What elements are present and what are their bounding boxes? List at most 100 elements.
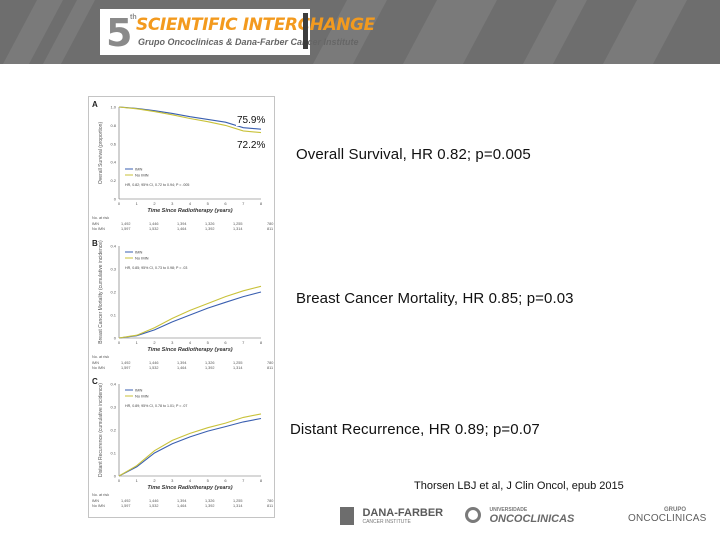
risk-value: 1,446 <box>149 499 159 503</box>
x-axis-title: Time Since Radiotherapy (years) <box>147 208 232 214</box>
series-line-imn <box>118 417 262 477</box>
risk-row-label: No IMN <box>92 504 105 508</box>
hr-text: HR, 0.82; 95% CI, 0.72 to 0.94; P = .005 <box>125 183 189 187</box>
y-tick-label: 1.0 <box>110 105 116 110</box>
x-tick-label: 2 <box>153 340 156 345</box>
risk-value: 1,255 <box>233 361 243 365</box>
risk-value: 1,314 <box>233 504 243 508</box>
x-tick-label: 3 <box>171 201 174 206</box>
x-tick-label: 1 <box>136 478 139 483</box>
risk-value: 1,492 <box>121 499 131 503</box>
x-tick-label: 8 <box>260 201 263 206</box>
y-tick-label: 0.1 <box>110 451 116 456</box>
x-tick-label: 2 <box>153 478 156 483</box>
panel-label: C <box>92 377 98 386</box>
x-tick-label: 7 <box>242 201 245 206</box>
y-tick-label: 0 <box>114 197 117 202</box>
universidade-label: UNIVERSIDADE <box>489 507 528 513</box>
x-tick-label: 7 <box>242 340 245 345</box>
risk-value: 780 <box>267 361 273 365</box>
risk-value: 1,446 <box>149 222 159 226</box>
universidade-oncoclinicas-logo: UNIVERSIDADE ONCOCLINICAS <box>465 507 574 531</box>
x-tick-label: 6 <box>224 201 227 206</box>
x-tick-label: 3 <box>171 478 174 483</box>
risk-value: 1,394 <box>177 222 187 226</box>
risk-header: No. at risk <box>92 216 109 220</box>
x-tick-label: 0 <box>118 201 121 206</box>
series-line-no-imn <box>118 106 262 134</box>
risk-value: 1,532 <box>149 366 159 370</box>
risk-value: 1,326 <box>205 361 215 365</box>
risk-row-label: IMN <box>92 222 99 226</box>
y-tick-label: 0 <box>114 474 117 479</box>
risk-value: 1,532 <box>149 504 159 508</box>
grupo-oncoclinicas-name: ONCOCLINICAS <box>628 513 707 524</box>
header-stripe <box>602 0 688 64</box>
legend-label: IMN <box>135 388 142 393</box>
risk-value: 1,492 <box>121 361 131 365</box>
x-axis-title: Time Since Radiotherapy (years) <box>147 485 232 491</box>
risk-value: 1,492 <box>121 222 131 226</box>
risk-value: 1,532 <box>149 227 159 231</box>
risk-value: 1,314 <box>233 227 243 231</box>
legend-label: No IMN <box>135 173 149 178</box>
risk-value: 1,394 <box>177 361 187 365</box>
risk-value: 1,597 <box>121 366 131 370</box>
risk-value: 1,392 <box>205 504 215 508</box>
citation: Thorsen LBJ et al, J Clin Oncol, epub 20… <box>414 480 624 492</box>
risk-value: 1,464 <box>177 227 187 231</box>
x-tick-label: 1 <box>136 340 139 345</box>
hr-text: HR, 0.85; 95% CI, 0.73 to 0.98; P = .03 <box>125 266 187 270</box>
risk-value: 780 <box>267 499 273 503</box>
x-tick-label: 4 <box>189 340 192 345</box>
risk-value: 1,392 <box>205 366 215 370</box>
risk-value: 1,326 <box>205 222 215 226</box>
y-tick-label: 0.6 <box>110 141 116 146</box>
risk-value: 811 <box>267 504 273 508</box>
x-tick-label: 0 <box>118 340 121 345</box>
oncoclinicas-name: ONCOCLINICAS <box>489 513 575 525</box>
scientific-interchange-logo: 5 th SCIENTIFIC INTERCHANGE Grupo Oncocl… <box>100 9 375 55</box>
risk-header: No. at risk <box>92 355 109 359</box>
risk-value: 1,326 <box>205 499 215 503</box>
panel-label: A <box>92 100 98 109</box>
header-stripe <box>402 0 498 64</box>
y-tick-label: 0.1 <box>110 313 116 318</box>
y-tick-label: 0.3 <box>110 267 116 272</box>
dana-farber-logo: DANA-FARBER CANCER INSTITUTE <box>340 507 443 531</box>
legend-label: No IMN <box>135 394 149 399</box>
x-tick-label: 6 <box>224 478 227 483</box>
y-axis-title: Overall Survival (proportion) <box>98 122 104 185</box>
x-tick-label: 6 <box>224 340 227 345</box>
header-banner: 5 th SCIENTIFIC INTERCHANGE Grupo Oncocl… <box>0 0 720 64</box>
risk-value: 811 <box>267 227 273 231</box>
x-tick-label: 8 <box>260 340 263 345</box>
oncoclinicas-ring-icon <box>465 507 481 523</box>
series-line-imn <box>118 291 262 339</box>
x-tick-label: 7 <box>242 478 245 483</box>
risk-row-label: IMN <box>92 361 99 365</box>
x-tick-label: 2 <box>153 201 156 206</box>
risk-value: 1,255 <box>233 499 243 503</box>
risk-value: 1,314 <box>233 366 243 370</box>
risk-value: 1,255 <box>233 222 243 226</box>
risk-value: 1,394 <box>177 499 187 503</box>
y-tick-label: 0.3 <box>110 405 116 410</box>
panel-label: B <box>92 239 98 248</box>
legend-label: No IMN <box>135 256 149 261</box>
y-tick-label: 0.8 <box>110 123 116 128</box>
x-tick-label: 5 <box>207 478 210 483</box>
risk-value: 1,464 <box>177 366 187 370</box>
x-tick-label: 5 <box>207 201 210 206</box>
x-tick-label: 8 <box>260 478 263 483</box>
percent-label-no-inrt: 72.2% <box>236 140 267 151</box>
grupo-oncoclinicas-logo: GRUPO ONCOCLINICAS <box>628 507 707 531</box>
logo-title: SCIENTIFIC INTERCHANGE <box>136 15 375 35</box>
y-axis-title: Breast Cancer Mortality (cumulative inci… <box>98 240 104 344</box>
risk-value: 811 <box>267 366 273 370</box>
risk-row-label: No IMN <box>92 366 105 370</box>
logo-superscript: th <box>130 14 137 21</box>
risk-value: 1,392 <box>205 227 215 231</box>
dana-farber-subtitle: CANCER INSTITUTE <box>362 519 411 525</box>
